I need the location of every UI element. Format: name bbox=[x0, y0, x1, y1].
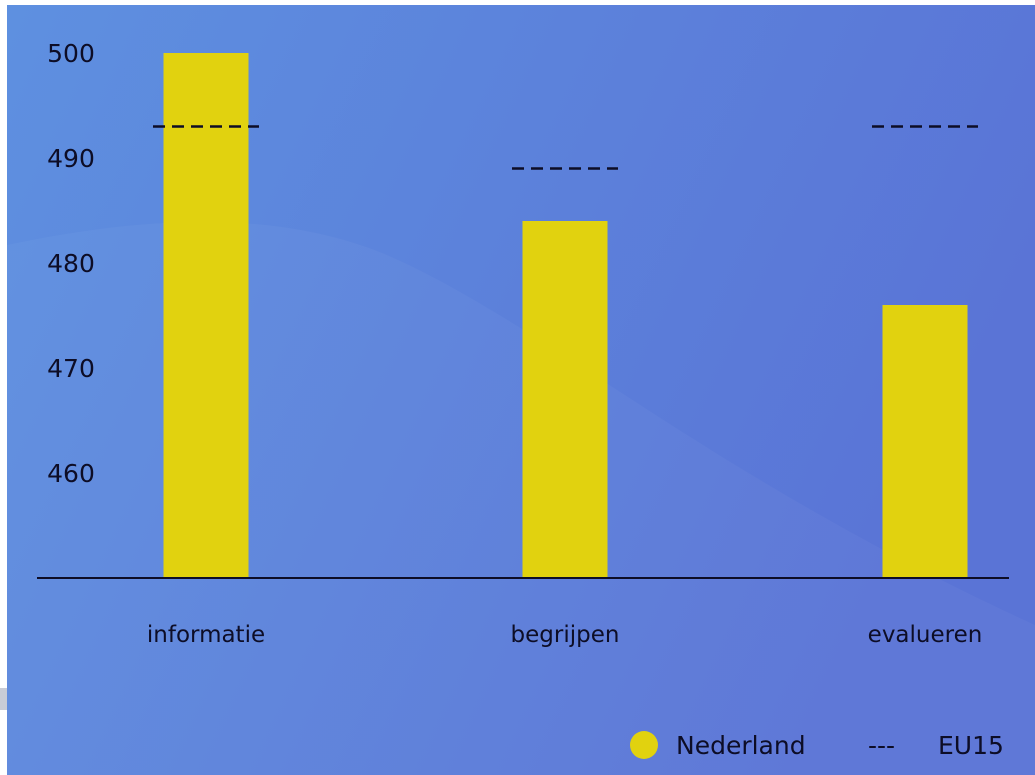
y-tick-label: 480 bbox=[47, 249, 95, 278]
legend: Nederland --- EU15 bbox=[630, 731, 1004, 760]
legend-nederland-marker bbox=[630, 731, 658, 759]
bars bbox=[163, 53, 968, 578]
legend-eu15-marker: --- bbox=[868, 731, 895, 760]
x-tick-label: evalueren bbox=[868, 622, 983, 648]
legend-nederland-label: Nederland bbox=[676, 731, 806, 760]
x-tick-label: informatie bbox=[147, 622, 265, 648]
page-edge-mark bbox=[0, 688, 7, 710]
y-axis-ticks: 460 470 480 490 500 bbox=[47, 39, 95, 488]
y-tick-label: 500 bbox=[47, 39, 95, 68]
y-tick-label: 470 bbox=[47, 354, 95, 383]
bar-evalueren bbox=[882, 305, 968, 578]
chart-panel: 460 470 480 490 500 informatie begrijpen evalu… bbox=[7, 5, 1035, 775]
legend-eu15-label: EU15 bbox=[938, 731, 1004, 760]
y-tick-label: 490 bbox=[47, 144, 95, 173]
y-tick-label: 460 bbox=[47, 459, 95, 488]
bar-begrijpen bbox=[522, 221, 608, 578]
chart: 460 470 480 490 500 informatie begrijpen evalu… bbox=[7, 5, 1035, 775]
bar-informatie bbox=[163, 53, 249, 578]
x-axis-labels: informatie begrijpen evalueren bbox=[147, 622, 982, 648]
x-tick-label: begrijpen bbox=[511, 622, 620, 648]
